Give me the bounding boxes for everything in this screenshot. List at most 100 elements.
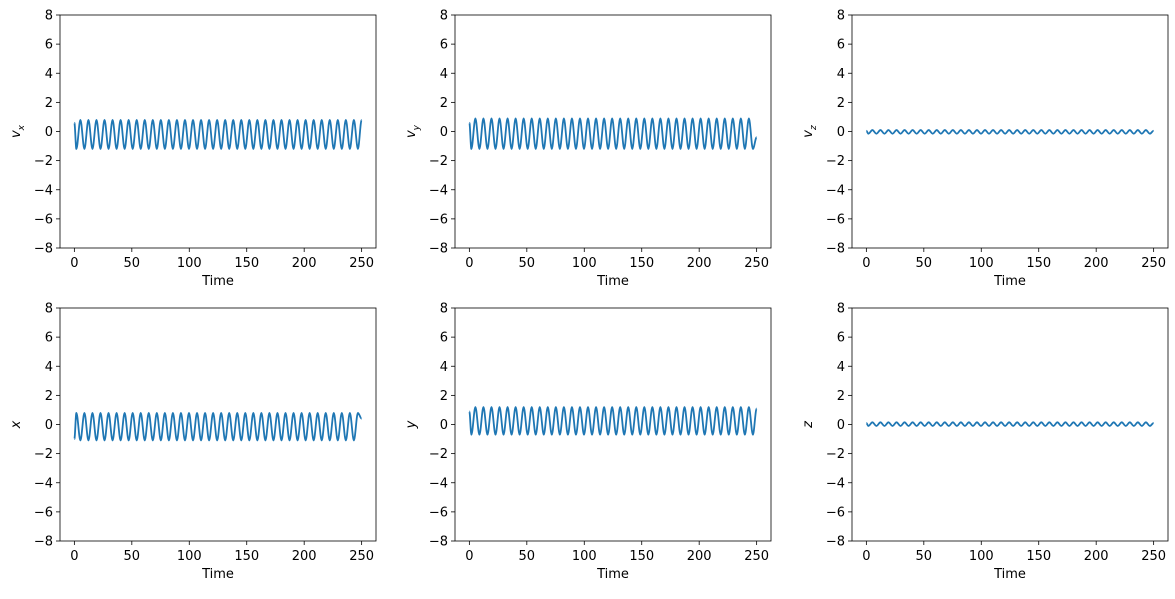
plot-area (865, 421, 1154, 427)
plot-area (865, 129, 1154, 135)
x-tick-label: 0 (862, 549, 870, 564)
y-tick-label: 0 (45, 125, 53, 140)
x-tick-label: 200 (687, 256, 712, 271)
y-tick-label: 2 (45, 96, 53, 111)
x-tick-label: 200 (1084, 256, 1109, 271)
y-axis-label-main: y (404, 420, 419, 429)
y-axis-label: vy (404, 124, 422, 138)
y-tick-label: −4 (826, 183, 845, 198)
x-tick-label: 200 (292, 256, 317, 271)
y-tick-label: 0 (837, 125, 845, 140)
y-tick-label: 0 (837, 418, 845, 433)
plot-area (73, 118, 363, 150)
subplot: −8 −6 −4 −2 0 2 4 6 8 0 50 100 150 200 250 Time y (404, 302, 772, 582)
x-tick-label: 50 (519, 256, 536, 271)
x-tick-label: 50 (124, 256, 141, 271)
y-tick-label: −6 (429, 212, 448, 227)
y-tick-label: −6 (826, 505, 845, 520)
y-axis-label-main: v (404, 130, 419, 138)
x-tick-label: 250 (744, 256, 769, 271)
x-tick-label: 150 (1026, 549, 1051, 564)
x-tick-label: 100 (177, 256, 202, 271)
x-tick-label: 150 (629, 549, 654, 564)
x-tick-label: 0 (465, 549, 473, 564)
y-tick-label: 2 (440, 389, 448, 404)
y-axis-label-sub: y (412, 124, 422, 131)
x-tick-label: 100 (969, 549, 994, 564)
x-tick-label: 0 (70, 549, 78, 564)
x-tick-label: 0 (465, 256, 473, 271)
data-line (73, 411, 363, 442)
y-tick-label: −4 (34, 183, 53, 198)
y-tick-label: 4 (440, 360, 448, 375)
plot-area (73, 411, 363, 442)
x-axis-label: Time (993, 567, 1026, 582)
y-tick-label: 6 (440, 38, 448, 53)
y-tick-label: −8 (826, 242, 845, 257)
x-tick-label: 200 (292, 549, 317, 564)
y-tick-label: 4 (45, 67, 53, 82)
y-axis-label: vx (9, 124, 27, 138)
y-tick-label: −8 (429, 535, 448, 550)
y-tick-label: −6 (429, 505, 448, 520)
x-tick-label: 250 (349, 549, 374, 564)
y-tick-label: −4 (429, 183, 448, 198)
y-axis-label: vz (801, 125, 819, 138)
x-tick-label: 50 (916, 549, 933, 564)
data-line (468, 406, 758, 436)
y-axis-label-main: x (9, 420, 24, 429)
x-tick-label: 50 (519, 549, 536, 564)
y-tick-label: −6 (826, 212, 845, 227)
x-tick-label: 150 (629, 256, 654, 271)
x-tick-label: 200 (1084, 549, 1109, 564)
y-tick-label: 6 (440, 331, 448, 346)
plot-area (468, 406, 758, 436)
x-tick-label: 100 (969, 256, 994, 271)
y-tick-label: −2 (34, 154, 53, 169)
y-tick-label: 8 (837, 302, 845, 317)
y-tick-label: −6 (34, 212, 53, 227)
x-tick-label: 100 (572, 549, 597, 564)
y-tick-label: 8 (45, 9, 53, 24)
x-axis-label: Time (993, 274, 1026, 289)
x-axis-label: Time (201, 274, 234, 289)
y-tick-label: 4 (440, 67, 448, 82)
y-tick-label: 2 (837, 389, 845, 404)
subplot: −8 −6 −4 −2 0 2 4 6 8 0 50 100 150 200 250 Time z (801, 302, 1169, 582)
y-tick-label: −2 (429, 447, 448, 462)
y-tick-label: −4 (34, 476, 53, 491)
y-axis-label: z (801, 420, 816, 429)
subplot: −8 −6 −4 −2 0 2 4 6 8 0 50 100 150 200 250 Time vz (801, 9, 1169, 289)
x-tick-label: 100 (572, 256, 597, 271)
y-tick-label: −8 (34, 535, 53, 550)
y-tick-label: 0 (440, 125, 448, 140)
y-tick-label: 0 (440, 418, 448, 433)
x-tick-label: 100 (177, 549, 202, 564)
x-tick-label: 50 (124, 549, 141, 564)
y-tick-label: 6 (45, 38, 53, 53)
subplot: −8 −6 −4 −2 0 2 4 6 8 0 50 100 150 200 250 Time vx (9, 9, 377, 289)
y-tick-label: 6 (837, 331, 845, 346)
y-axis-label-main: v (801, 130, 816, 138)
y-tick-label: 0 (45, 418, 53, 433)
x-tick-label: 250 (744, 549, 769, 564)
y-tick-label: −6 (34, 505, 53, 520)
y-tick-label: 2 (837, 96, 845, 111)
y-tick-label: −4 (429, 476, 448, 491)
y-tick-label: 8 (440, 9, 448, 24)
data-line (468, 117, 758, 150)
y-tick-label: −2 (826, 154, 845, 169)
y-tick-label: −8 (429, 242, 448, 257)
x-tick-label: 50 (916, 256, 933, 271)
y-tick-label: 8 (45, 302, 53, 317)
y-axis-label-main: v (9, 130, 24, 138)
y-axis-label-sub: x (17, 124, 27, 131)
y-tick-label: 4 (837, 67, 845, 82)
y-tick-label: 8 (440, 302, 448, 317)
y-tick-label: 4 (837, 360, 845, 375)
x-tick-label: 250 (349, 256, 374, 271)
x-tick-label: 150 (234, 549, 259, 564)
y-tick-label: 4 (45, 360, 53, 375)
x-tick-label: 150 (234, 256, 259, 271)
